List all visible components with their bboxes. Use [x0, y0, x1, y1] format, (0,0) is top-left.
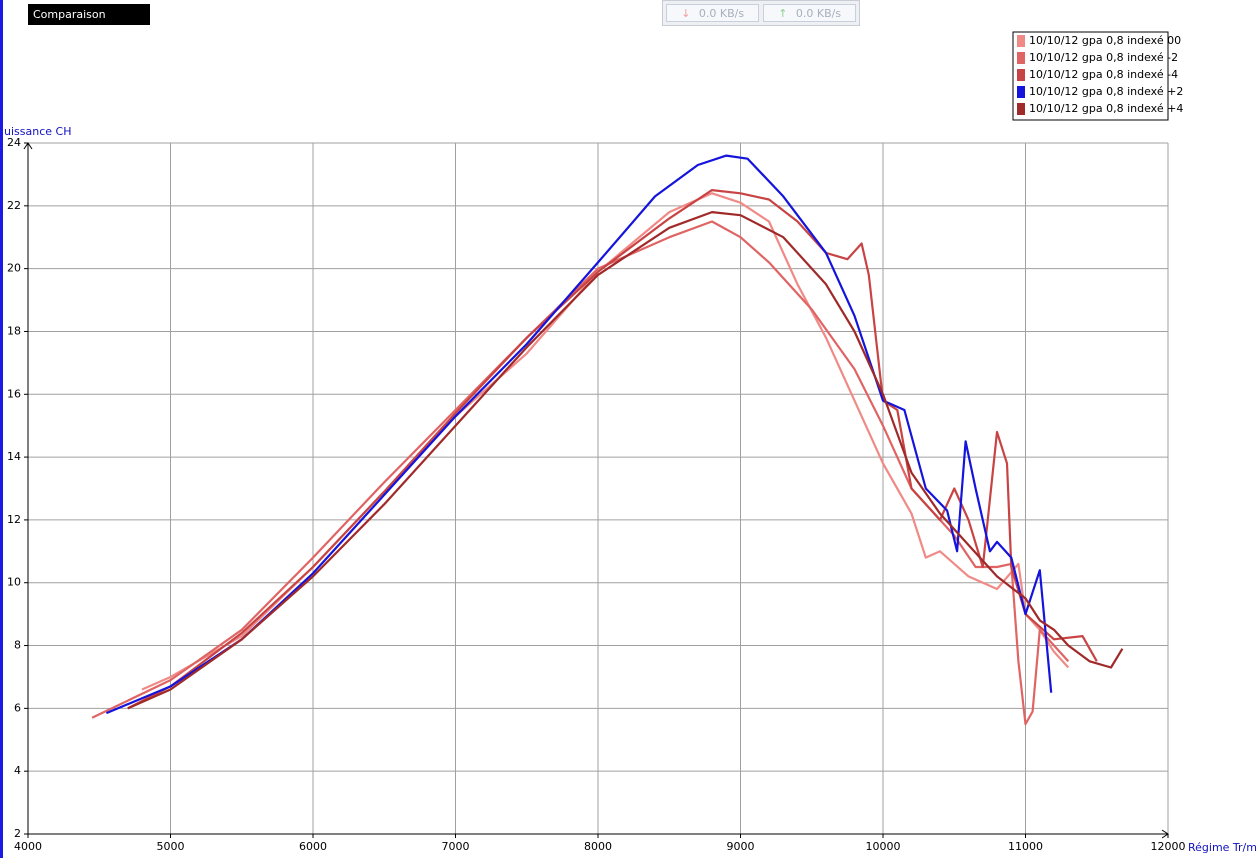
legend-box	[1012, 31, 1169, 121]
y-axis-arrow	[23, 142, 33, 150]
y-tick-label: 14	[7, 450, 21, 463]
legend-label: 10/10/12 gpa 0,8 indexé +4	[1029, 102, 1183, 115]
y-tick-label: 16	[7, 387, 21, 400]
x-tick-label: 10000	[866, 840, 901, 853]
x-axis-arrow	[1161, 829, 1169, 839]
series-line	[105, 154, 1053, 715]
x-tick-label: 12000	[1151, 840, 1186, 853]
series-line	[127, 211, 1124, 710]
x-tick-label: 8000	[584, 840, 612, 853]
network-toolbar: ↓ 0.0 KB/s ↑ 0.0 KB/s	[662, 0, 860, 26]
upload-rate: ↑ 0.0 KB/s	[763, 4, 856, 22]
download-text: 0.0 KB/s	[698, 7, 745, 20]
x-tick-label: 7000	[442, 840, 470, 853]
y-tick-label: 2	[14, 827, 21, 840]
y-tick-label: 12	[7, 513, 21, 526]
window-border	[0, 0, 3, 858]
download-rate: ↓ 0.0 KB/s	[666, 4, 759, 22]
legend-swatch	[1017, 35, 1025, 47]
legend-swatch	[1017, 69, 1025, 81]
y-axis-label: uissance CH	[4, 125, 71, 138]
y-tick-label: 6	[14, 701, 21, 714]
series-line	[91, 220, 1070, 726]
x-tick-label: 4000	[14, 840, 42, 853]
y-tick-label: 22	[7, 199, 21, 212]
legend-swatch	[1017, 52, 1025, 64]
legend-label: 10/10/12 gpa 0,8 indexé +2	[1029, 85, 1183, 98]
y-tick-label: 10	[7, 576, 21, 589]
x-tick-label: 9000	[727, 840, 755, 853]
legend-label: 10/10/12 gpa 0,8 indexé 00	[1029, 34, 1181, 47]
series-line	[127, 189, 1098, 710]
x-tick-label: 11000	[1008, 840, 1043, 853]
legend-swatch	[1017, 86, 1025, 98]
x-tick-label: 5000	[157, 840, 185, 853]
y-tick-label: 4	[14, 764, 21, 777]
legend-label: 10/10/12 gpa 0,8 indexé -2	[1029, 51, 1178, 64]
y-tick-label: 18	[7, 324, 21, 337]
x-axis-label: Régime Tr/mn	[1188, 841, 1258, 854]
y-tick-label: 20	[7, 262, 21, 275]
y-tick-label: 8	[14, 639, 21, 652]
y-tick-label: 24	[7, 136, 21, 149]
legend-label: 10/10/12 gpa 0,8 indexé -4	[1029, 68, 1178, 81]
x-tick-label: 6000	[299, 840, 327, 853]
chart-title: Comparaison Puissance	[28, 4, 150, 42]
legend-swatch	[1017, 103, 1025, 115]
upload-text: 0.0 KB/s	[795, 7, 842, 20]
